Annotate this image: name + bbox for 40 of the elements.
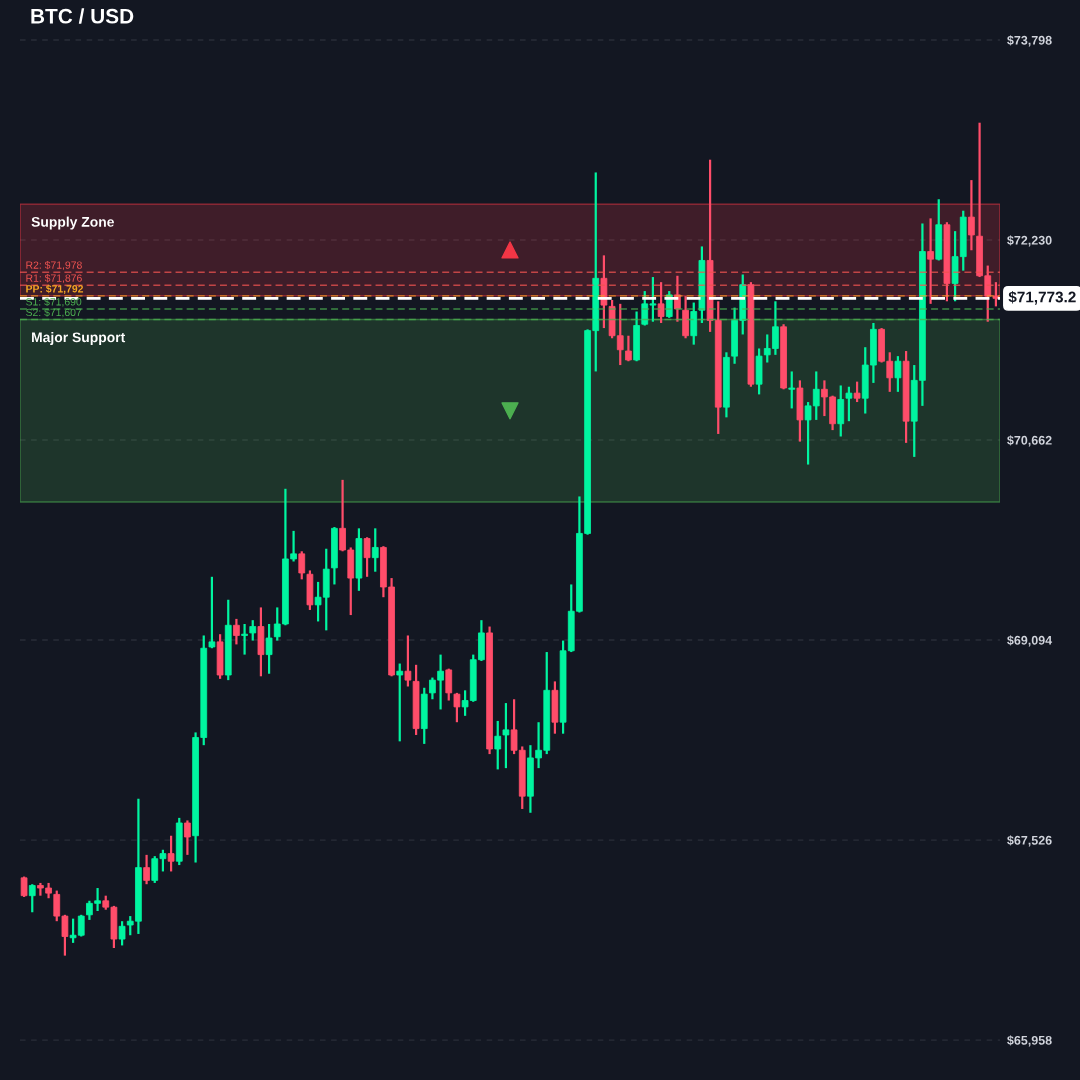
y-tick-label: $73,798: [1007, 35, 1052, 47]
ref-line-label: R1: $71,876: [26, 273, 82, 283]
candlestick: [968, 179, 975, 252]
y-tick-label: $72,230: [1007, 235, 1052, 247]
y-tick-label: $65,958: [1007, 1035, 1052, 1047]
candlestick: [363, 536, 371, 578]
candlestick: [927, 217, 934, 305]
candlestick: [396, 662, 404, 743]
candlestick: [788, 370, 796, 410]
band-label: Major Support: [32, 332, 126, 345]
candlestick: [28, 883, 36, 914]
y-tick-label: $70,662: [1007, 435, 1052, 447]
candlestick: [208, 575, 216, 650]
ref-line-label: R2: $71,978: [26, 260, 82, 270]
ref-line-label: PP: $71,792: [26, 284, 84, 294]
candlestick: [233, 617, 240, 646]
candlestick: [265, 622, 273, 675]
candlestick: [143, 853, 150, 886]
candlestick: [184, 819, 191, 856]
chart-title: BTC / USD: [31, 8, 134, 24]
candlestick: [845, 385, 853, 423]
candlestick: [625, 334, 632, 363]
y-tick-label: $67,526: [1007, 835, 1052, 847]
ref-line-label: $71,773.2: [1008, 290, 1076, 305]
candlestick: [118, 920, 126, 947]
candlestick: [241, 622, 248, 656]
band-label: Supply Zone: [31, 216, 114, 230]
candlestick: [298, 550, 306, 581]
candlestick: [167, 834, 175, 873]
ref-line-label: S1: $71,690: [26, 297, 82, 307]
candlestick: [371, 527, 379, 573]
candlestick: [894, 355, 902, 393]
ref-line-label: S2: $71,607: [26, 308, 82, 318]
candlestick: [249, 619, 257, 642]
candlestick: [404, 634, 412, 688]
candlestick: [657, 281, 665, 325]
candlestick: [494, 719, 502, 771]
candlestick: [853, 380, 861, 404]
candlestick: [502, 701, 510, 770]
y-tick-label: $69,094: [1007, 635, 1053, 647]
